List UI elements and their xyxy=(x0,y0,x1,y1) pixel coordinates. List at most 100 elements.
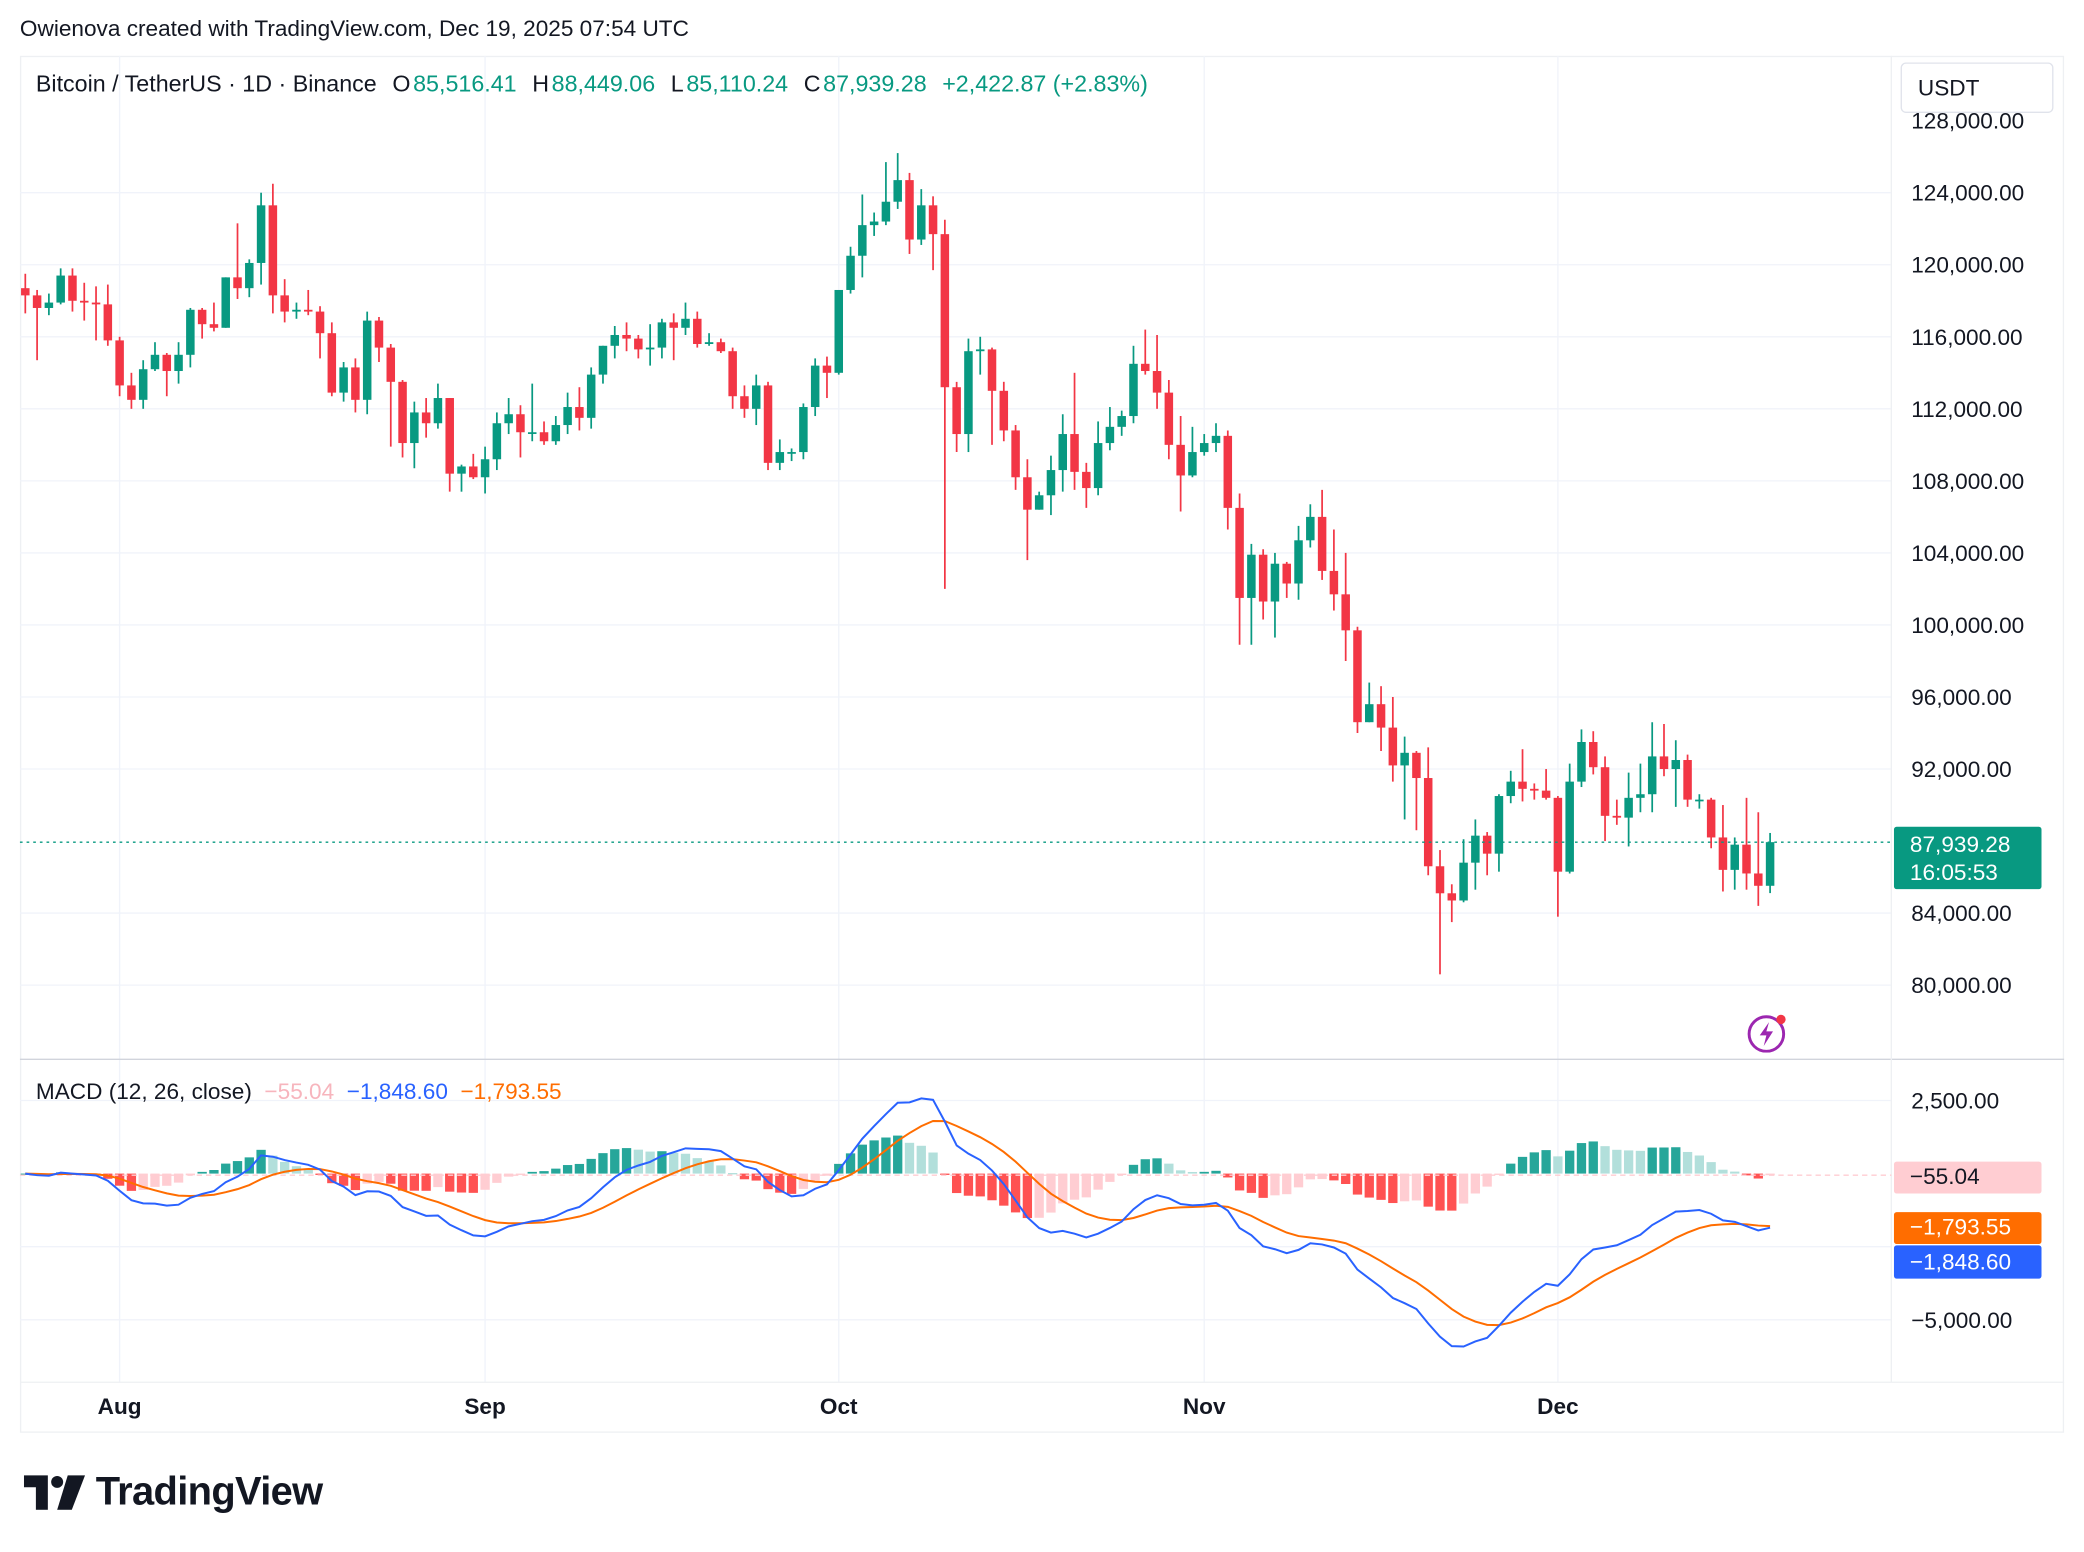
tradingview-logo-text: TradingView xyxy=(95,1469,324,1514)
histogram-bar xyxy=(1730,1171,1740,1174)
price-axis-label: 92,000.00 xyxy=(1911,757,2011,782)
candle-body xyxy=(1294,540,1303,584)
candle-body xyxy=(504,414,513,424)
histogram-bar xyxy=(350,1173,361,1191)
histogram-bar xyxy=(857,1144,867,1174)
candle-body xyxy=(457,466,466,474)
histogram-bar xyxy=(433,1173,443,1188)
candle-body xyxy=(1447,893,1457,901)
candle-body xyxy=(1553,797,1563,872)
currency-selector[interactable]: USDT xyxy=(1900,62,2054,113)
candle-body xyxy=(763,385,773,463)
candle-body xyxy=(1388,727,1398,766)
lightning-icon[interactable] xyxy=(1746,1013,1786,1053)
candle-body xyxy=(1034,495,1044,510)
candle-body xyxy=(1647,756,1657,795)
candle-body xyxy=(1341,594,1350,631)
histogram-bar xyxy=(468,1173,478,1193)
candle-body xyxy=(999,390,1009,431)
candle-body xyxy=(893,180,902,202)
candle-body xyxy=(681,318,690,328)
price-axis-label: 100,000.00 xyxy=(1911,613,2024,638)
time-axis-label: Nov xyxy=(1183,1394,1226,1419)
candle-body xyxy=(492,423,502,460)
candle-body xyxy=(905,180,914,240)
histogram-bar xyxy=(1682,1151,1693,1174)
histogram-bar xyxy=(280,1161,290,1174)
candle-body xyxy=(1589,742,1598,768)
histogram-bar xyxy=(1623,1150,1634,1174)
histogram-bar xyxy=(822,1173,832,1176)
candle-body xyxy=(669,322,678,328)
candle-body xyxy=(1365,704,1374,723)
histogram-bar xyxy=(739,1173,750,1180)
candle-body xyxy=(1659,756,1669,770)
candle-body xyxy=(527,432,537,434)
macd-title[interactable]: MACD (12, 26, close) xyxy=(35,1079,252,1105)
histogram-bar xyxy=(786,1173,797,1194)
histogram-bar xyxy=(1458,1173,1469,1204)
candle-body xyxy=(162,354,172,372)
candle-body xyxy=(1270,563,1280,602)
histogram-bar xyxy=(515,1173,526,1175)
histogram-bar xyxy=(810,1173,820,1181)
candle-body xyxy=(775,452,785,463)
candle-body xyxy=(586,374,596,418)
candle-body xyxy=(810,365,820,408)
histogram-bar xyxy=(1671,1147,1681,1174)
histogram-bar xyxy=(1635,1150,1646,1174)
candle-body xyxy=(822,365,832,373)
histogram-bar xyxy=(633,1149,643,1174)
candle-body xyxy=(1612,815,1622,818)
candle-body xyxy=(1093,443,1103,489)
histogram-bar xyxy=(551,1168,561,1174)
time-axis-label: Sep xyxy=(464,1394,505,1419)
candle-body xyxy=(1152,371,1162,393)
candle-body xyxy=(445,398,454,474)
candle-body xyxy=(233,277,242,289)
candle-body xyxy=(657,322,667,348)
histogram-bar xyxy=(1117,1173,1127,1176)
candle-body xyxy=(186,309,195,355)
candle-body xyxy=(138,369,148,400)
candle-body xyxy=(1412,752,1421,779)
candle-body xyxy=(268,205,278,296)
candle-body xyxy=(787,452,796,454)
price-axis-label: 112,000.00 xyxy=(1911,397,2022,422)
candle-body xyxy=(539,432,549,442)
candle-body xyxy=(1482,835,1492,854)
candle-body xyxy=(952,387,961,435)
price-axis-label: 124,000.00 xyxy=(1911,181,2024,206)
candle-body xyxy=(1046,470,1056,496)
candle-body xyxy=(245,262,254,289)
candle-body xyxy=(1765,842,1775,886)
low-label: L xyxy=(670,70,684,98)
candle-body xyxy=(1329,570,1339,595)
histogram-bar xyxy=(598,1153,608,1174)
close-value: 87,939.28 xyxy=(823,70,927,98)
symbol-name[interactable]: Bitcoin / TetherUS · 1D · Binance xyxy=(35,70,377,98)
candle-body xyxy=(1011,430,1020,478)
histogram-bar xyxy=(150,1173,160,1187)
price-axis-label: 104,000.00 xyxy=(1911,541,2024,566)
tradingview-logo[interactable]: TradingView xyxy=(23,1469,324,1515)
histogram-bar xyxy=(185,1173,196,1176)
candle-body xyxy=(693,318,702,344)
candle-body xyxy=(127,385,136,400)
histogram-bar xyxy=(539,1171,549,1174)
change-value: +2,422.87 (+2.83%) xyxy=(942,70,1148,98)
candle-body xyxy=(1258,554,1268,602)
time-axis-label: Dec xyxy=(1537,1394,1578,1419)
histogram-bar xyxy=(1494,1173,1504,1175)
macd-legend: MACD (12, 26, close) −55.04 −1,848.60 −1… xyxy=(36,1079,562,1106)
histogram-bar xyxy=(1399,1173,1410,1202)
high-label: H xyxy=(532,70,550,98)
candle-body xyxy=(115,340,124,386)
candle-body xyxy=(1754,873,1763,886)
candle-body xyxy=(339,367,348,393)
histogram-bar xyxy=(1010,1173,1021,1213)
histogram-bar xyxy=(574,1163,585,1174)
candle-body xyxy=(91,302,101,305)
chart-frame xyxy=(19,55,2065,1433)
